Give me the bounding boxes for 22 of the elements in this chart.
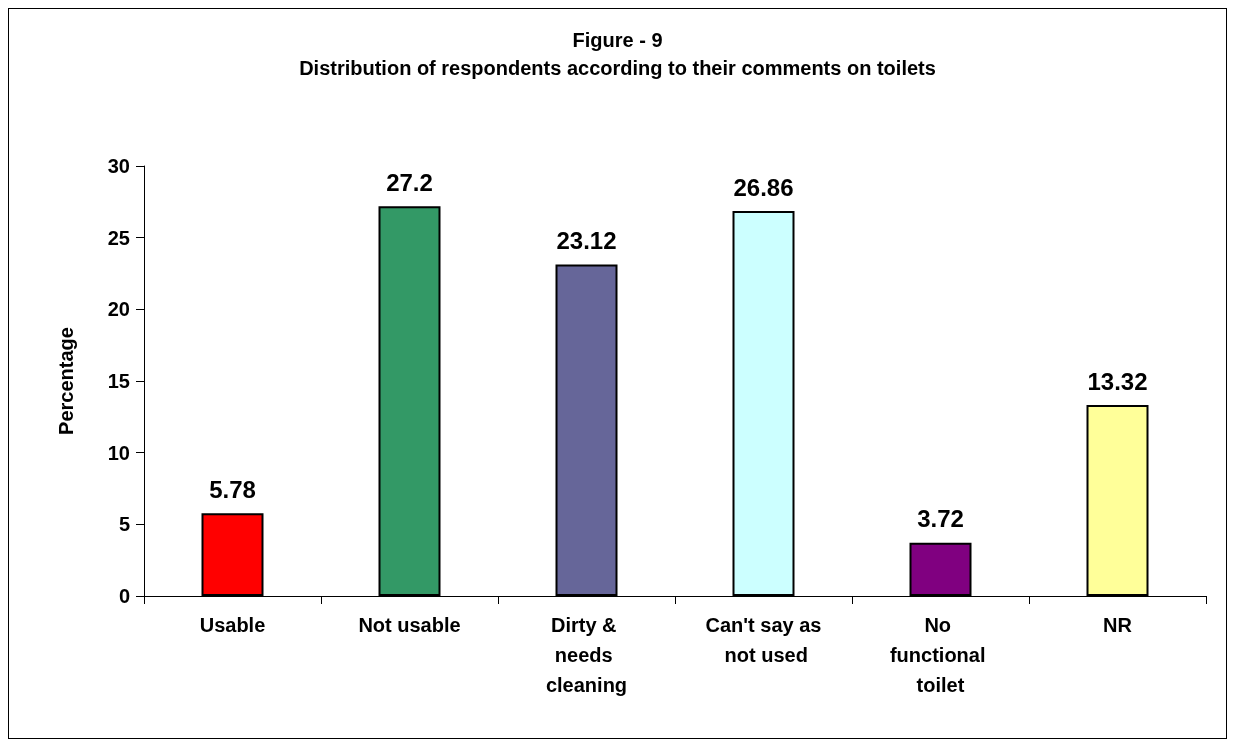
data-label: 23.12 (556, 227, 617, 255)
x-tick-label: Usable (199, 614, 266, 636)
chart-title: Figure - 9 (572, 29, 663, 51)
x-tick-label: No functional toilet (889, 614, 992, 696)
y-axis-title: Percentage (55, 327, 77, 435)
y-tick-label: 15 (107, 370, 130, 392)
y-tick-label: 5 (118, 513, 130, 536)
y-tick-label: 10 (107, 441, 130, 464)
x-tick-label: NR (1103, 614, 1133, 636)
data-label: 3.72 (917, 505, 964, 533)
data-label: 26.86 (733, 173, 794, 201)
data-label: 27.2 (386, 168, 433, 196)
data-label: 13.32 (1087, 367, 1148, 395)
y-tick-label: 30 (107, 155, 130, 177)
y-tick-label: 25 (107, 226, 130, 249)
x-tick-label: Not usable (358, 614, 461, 636)
y-tick-label: 20 (107, 298, 130, 321)
data-label: 5.78 (209, 475, 256, 503)
x-tick-label: Can't say as not used (705, 614, 822, 666)
chart-subtitle: Distribution of respondents according to their comments on toilets (299, 57, 936, 79)
y-tick-label: 0 (118, 585, 130, 607)
x-tick-label: Dirty & needs cleaning (545, 614, 628, 696)
